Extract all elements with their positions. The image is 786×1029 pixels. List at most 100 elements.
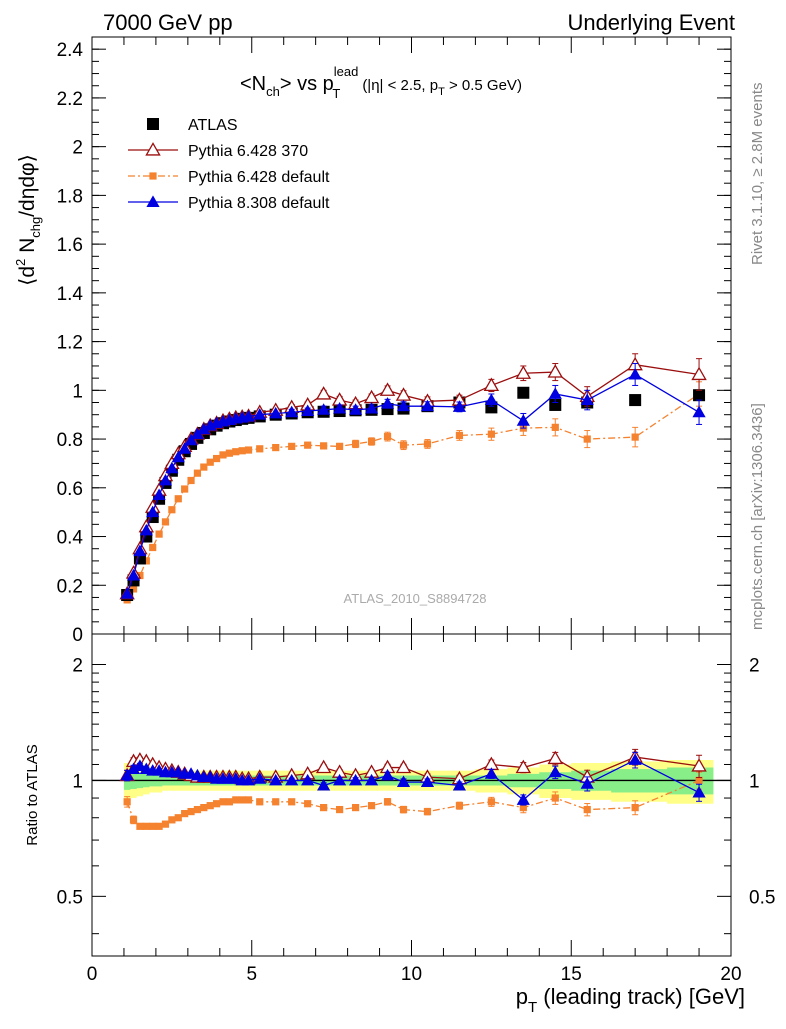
main-panel: 0 0.2 0.4 0.6 0.8 1 1.2 1.4 1.6 1.8 2 2.2 2.4 bbox=[57, 36, 732, 646]
data-point bbox=[187, 476, 195, 485]
ratio-data-point bbox=[120, 768, 134, 781]
data-point bbox=[452, 400, 467, 412]
ratio-data-point bbox=[238, 796, 246, 804]
ratio-data-point bbox=[241, 773, 256, 786]
data-point bbox=[580, 393, 594, 406]
analysis-watermark: ATLAS_2010_S8894728 bbox=[344, 591, 487, 606]
ratio-data-point bbox=[232, 796, 240, 804]
ratio-data-point bbox=[420, 775, 435, 788]
data-point bbox=[200, 463, 208, 471]
data-point bbox=[348, 403, 363, 415]
ratio-data-point bbox=[399, 805, 408, 814]
data-point bbox=[133, 544, 147, 557]
data-point bbox=[149, 543, 157, 552]
data-point bbox=[551, 423, 559, 431]
data-point bbox=[333, 402, 347, 414]
ratio-data-point bbox=[136, 822, 144, 830]
data-point bbox=[301, 404, 315, 416]
ratio-y-tick-label: 1 bbox=[72, 771, 83, 792]
x-tick-label: 0 bbox=[87, 964, 98, 985]
data-point bbox=[517, 386, 530, 399]
ratio-data-point bbox=[333, 773, 347, 786]
data-point bbox=[225, 449, 233, 457]
data-point bbox=[174, 495, 182, 503]
series-line bbox=[126, 364, 700, 594]
data-point bbox=[629, 394, 642, 407]
data-point bbox=[178, 442, 192, 454]
data-point bbox=[399, 441, 408, 449]
data-point bbox=[158, 473, 173, 486]
data-point bbox=[455, 431, 464, 440]
data-point bbox=[364, 402, 379, 414]
data-point bbox=[315, 386, 332, 400]
y-tick-label: 1.6 bbox=[57, 235, 83, 256]
legend-marker bbox=[145, 142, 161, 156]
ratio-data-point bbox=[149, 822, 157, 830]
data-point bbox=[363, 389, 380, 404]
y-tick-label: 2 bbox=[72, 138, 83, 159]
y-tick-label: 0 bbox=[72, 625, 83, 646]
data-point bbox=[487, 430, 495, 438]
data-point bbox=[238, 447, 246, 455]
header-right: Underlying Event bbox=[567, 10, 735, 35]
ratio-y-tick-label-right: 1 bbox=[749, 771, 760, 792]
data-point bbox=[692, 405, 706, 418]
data-point bbox=[320, 442, 328, 450]
y-tick-label: 1.4 bbox=[57, 284, 84, 305]
data-point bbox=[197, 422, 211, 435]
data-point bbox=[165, 461, 179, 474]
x-tick-label: 10 bbox=[401, 964, 422, 985]
data-point bbox=[136, 571, 144, 580]
ratio-data-point bbox=[351, 804, 360, 812]
data-point bbox=[336, 442, 344, 450]
ratio-data-point bbox=[317, 778, 331, 791]
header-left: 7000 GeV pp bbox=[103, 10, 233, 35]
ratio-data-point bbox=[383, 798, 392, 806]
data-point bbox=[691, 366, 707, 381]
ratio-ylabel: Ratio to ATLAS bbox=[24, 744, 41, 845]
x-tick-label: 20 bbox=[720, 964, 741, 985]
x-tick-label: 15 bbox=[561, 964, 582, 985]
data-point bbox=[420, 399, 435, 412]
data-point bbox=[146, 505, 160, 518]
ratio-data-point bbox=[519, 804, 527, 812]
ratio-data-point bbox=[301, 773, 315, 786]
ratio-data-point bbox=[423, 807, 432, 816]
ratio-data-point bbox=[380, 768, 395, 781]
data-point bbox=[383, 433, 392, 441]
ratio-data-point bbox=[336, 805, 344, 814]
data-point bbox=[515, 365, 532, 379]
data-point bbox=[193, 469, 202, 477]
data-point bbox=[423, 440, 432, 448]
series-pythia-6-428-370 bbox=[119, 353, 707, 600]
y-tick-label: 0.6 bbox=[57, 479, 83, 500]
ratio-data-point bbox=[487, 798, 495, 806]
ratio-data-point bbox=[631, 804, 639, 812]
data-point bbox=[213, 454, 221, 463]
ratio-data-point bbox=[219, 798, 227, 806]
ratio-data-point bbox=[304, 800, 312, 808]
data-point bbox=[631, 433, 639, 441]
ratio-data-point bbox=[288, 798, 296, 806]
ratio-data-point bbox=[174, 814, 182, 822]
data-point bbox=[288, 442, 296, 450]
ratio-data-point bbox=[628, 753, 642, 765]
legend-label: Pythia 6.428 default bbox=[188, 169, 330, 186]
legend-marker bbox=[149, 172, 157, 180]
data-point bbox=[152, 488, 166, 501]
ratio-series-pythia-8-308-default bbox=[120, 751, 706, 806]
ratio-data-point bbox=[348, 773, 363, 786]
ratio-y-tick-label: 0.5 bbox=[57, 887, 83, 908]
ratio-data-point bbox=[691, 758, 707, 772]
data-point bbox=[583, 435, 591, 443]
data-point bbox=[155, 530, 163, 538]
plot-title: <Nch> vs plead T (|η| < 2.5, pT > 0.5 GeV) bbox=[240, 64, 522, 101]
data-point bbox=[168, 506, 176, 514]
series-line bbox=[126, 373, 700, 595]
ratio-data-point bbox=[547, 750, 563, 765]
data-point bbox=[161, 518, 170, 526]
series-pythia-6-428-default bbox=[123, 381, 703, 604]
ratio-data-point bbox=[272, 798, 280, 806]
data-point bbox=[304, 441, 312, 449]
ratio-data-point bbox=[515, 759, 532, 774]
